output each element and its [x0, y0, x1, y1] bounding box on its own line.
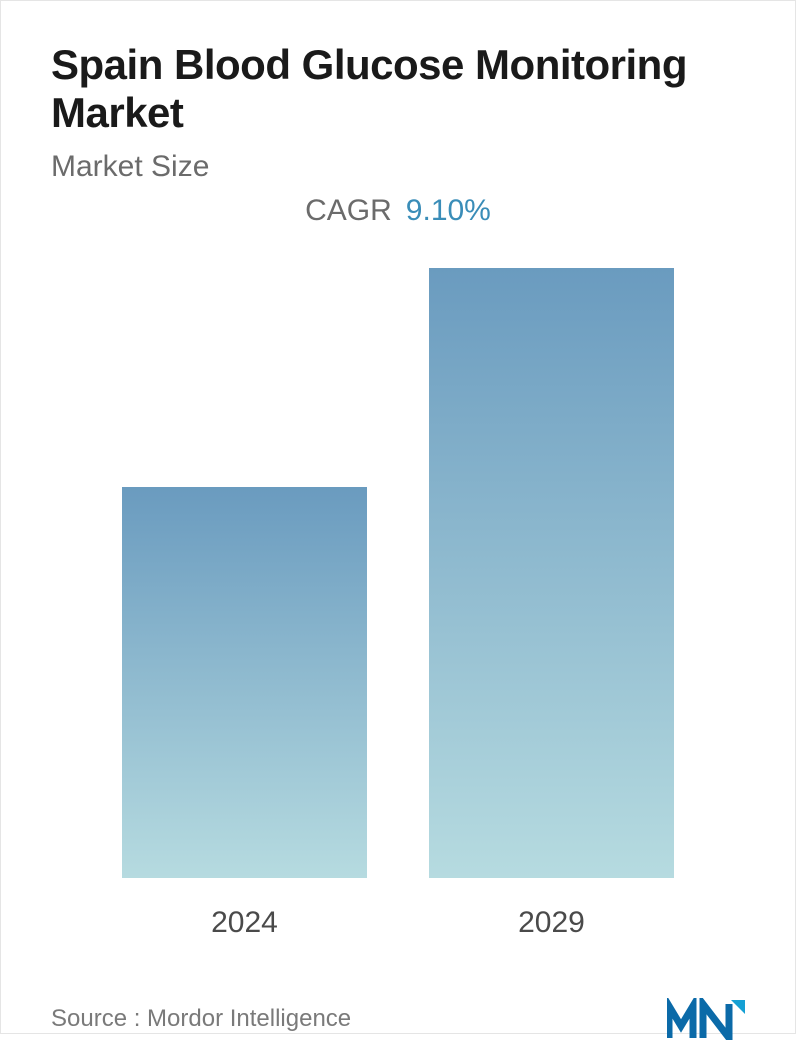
bar-chart: 2024 2029 — [51, 268, 745, 940]
mn-logo-icon — [667, 998, 745, 1040]
bar-group-1: 2029 — [429, 268, 674, 940]
chart-subtitle: Market Size — [51, 150, 745, 184]
bar-label-1: 2029 — [518, 906, 585, 940]
bar-group-0: 2024 — [122, 268, 367, 940]
bar-label-0: 2024 — [211, 906, 278, 940]
source-text: Source : Mordor Intelligence — [51, 1005, 351, 1033]
cagr-value: 9.10% — [406, 194, 491, 228]
cagr-row: CAGR 9.10% — [51, 194, 745, 228]
chart-container: Spain Blood Glucose Monitoring Market Ma… — [1, 1, 795, 1033]
bar-1 — [429, 268, 674, 878]
cagr-label: CAGR — [305, 194, 392, 228]
bar-0 — [122, 487, 367, 877]
footer: Source : Mordor Intelligence — [51, 990, 745, 1040]
brand-logo — [667, 998, 745, 1040]
chart-title: Spain Blood Glucose Monitoring Market — [51, 41, 745, 138]
